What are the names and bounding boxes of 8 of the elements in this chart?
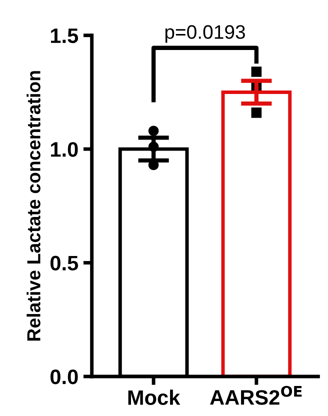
y-tick-label: 1.5: [51, 28, 78, 44]
y-tick-label: 0.5: [50, 256, 78, 271]
y-tick-label: 0.0: [50, 369, 78, 384]
x-tick-label: Mock: [128, 390, 180, 405]
x-tick-label: AARS2$^{OE}$: [210, 386, 302, 405]
annotation: p=0.0193: [165, 25, 245, 43]
y-axis-title: Relative Lactate concentration: [26, 71, 40, 341]
y-tick-label: 1.0: [51, 142, 78, 157]
